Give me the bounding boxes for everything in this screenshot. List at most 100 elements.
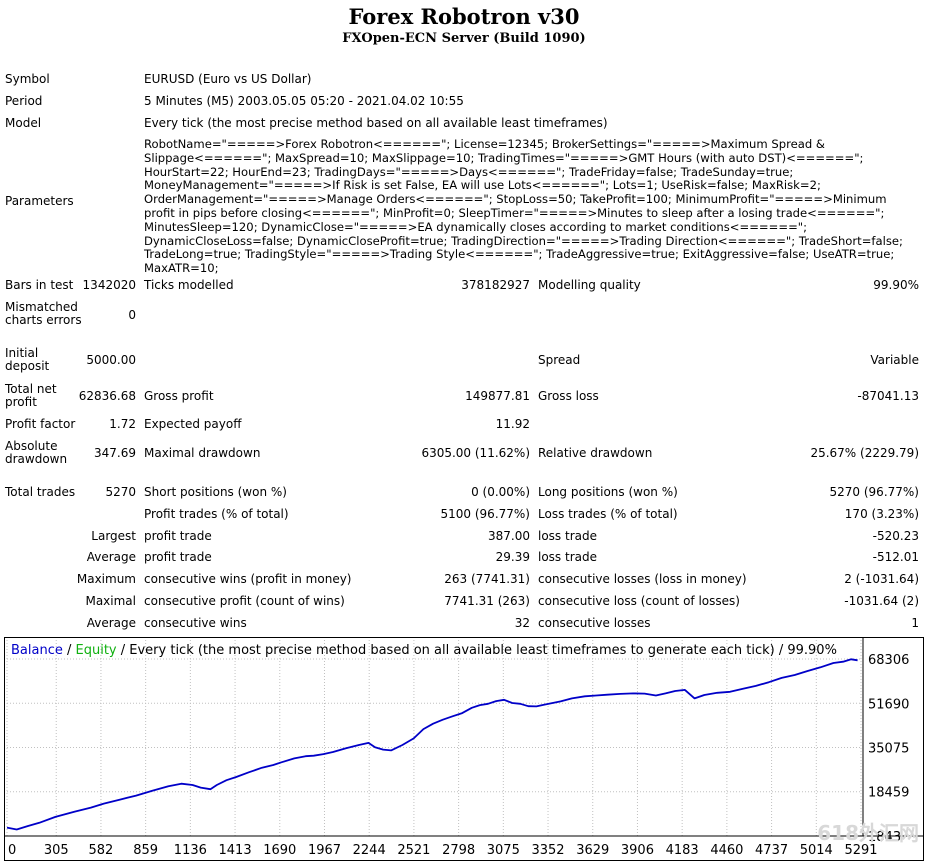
largest-label: Largest (91, 529, 136, 543)
deposit-label: Initial deposit (5, 346, 50, 373)
y-tick-label: 1843 (868, 830, 901, 845)
x-tick-label: 0 (8, 843, 16, 858)
quality-label: Modelling quality (538, 278, 641, 292)
payoff-value: 11.92 (495, 417, 530, 431)
quality-value: 99.90% (873, 278, 919, 292)
lt-label: Loss trades (% of total) (538, 507, 678, 521)
x-tick-label: 1967 (308, 843, 341, 858)
avg-losses-label: consecutive losses (538, 616, 651, 630)
pt-value: 5100 (96.77%) (440, 507, 530, 521)
trades-value: 5270 (105, 485, 136, 499)
legend-sep: / (62, 643, 76, 658)
maxdd-label: Maximal drawdown (144, 446, 261, 460)
maximal-loss-label: consecutive loss (count of losses) (538, 594, 740, 608)
reldd-label: Relative drawdown (538, 446, 653, 460)
pf-value: 1.72 (109, 417, 136, 431)
largest-profit-value: 387.00 (488, 529, 530, 543)
long-value: 5270 (96.77%) (829, 485, 919, 499)
maximum-label: Maximum (76, 572, 136, 586)
maxdd-value: 6305.00 (11.62%) (421, 446, 530, 460)
largest-loss-value: -520.23 (872, 529, 919, 543)
max-losses-value: 2 (-1031.64) (844, 572, 919, 586)
short-label: Short positions (won %) (144, 485, 287, 499)
x-tick-label: 3075 (487, 843, 520, 858)
x-tick-label: 4737 (755, 843, 788, 858)
x-tick-label: 4183 (666, 843, 699, 858)
avg-losses-value: 1 (911, 616, 919, 630)
legend-balance: Balance (11, 643, 63, 658)
maximal-loss-value: -1031.64 (2) (844, 594, 919, 608)
parameters-value: RobotName="=====>Forex Robotron<======";… (144, 137, 903, 276)
max-losses-label: consecutive losses (loss in money) (538, 572, 747, 586)
x-tick-label: 305 (44, 843, 69, 858)
reldd-value: 25.67% (2229.79) (810, 446, 919, 460)
avg-consecutive-label: Average (86, 616, 136, 630)
largest-profit-label: profit trade (144, 529, 212, 543)
x-tick-label: 1136 (174, 843, 207, 858)
spread-value: Variable (870, 353, 919, 367)
avg-wins-label: consecutive wins (144, 616, 247, 630)
ticks-value: 378182927 (461, 278, 530, 292)
mismatch-label: Mismatched charts errors (5, 300, 82, 327)
x-tick-label: 4460 (710, 843, 743, 858)
netprofit-value: 62836.68 (78, 389, 136, 403)
trades-label: Total trades (5, 485, 76, 499)
absdd-label: Absolute drawdown (5, 439, 68, 466)
report-subtitle: FXOpen-ECN Server (Build 1090) (342, 31, 586, 46)
bars-label: Bars in test (5, 278, 74, 292)
symbol-label: Symbol (5, 72, 50, 86)
deposit-value: 5000.00 (86, 353, 136, 367)
y-tick-label: 35075 (868, 741, 909, 756)
x-tick-label: 859 (133, 843, 158, 858)
grossprofit-value: 149877.81 (465, 389, 530, 403)
grossloss-label: Gross loss (538, 389, 599, 403)
legend-rest: / Every tick (the most precise method ba… (116, 643, 837, 658)
x-tick-label: 2521 (397, 843, 430, 858)
x-tick-label: 1413 (219, 843, 252, 858)
model-label: Model (5, 116, 42, 130)
grossprofit-label: Gross profit (144, 389, 214, 403)
period-value: 5 Minutes (M5) 2003.05.05 05:20 - 2021.0… (144, 94, 464, 108)
pf-label: Profit factor (5, 417, 76, 431)
average-loss-value: -512.01 (872, 550, 919, 564)
maximal-label: Maximal (85, 594, 136, 608)
x-tick-label: 3352 (531, 843, 564, 858)
bars-value: 1342020 (82, 278, 136, 292)
x-tick-label: 5291 (844, 843, 877, 858)
y-tick-label: 51690 (868, 697, 909, 712)
ticks-label: Ticks modelled (144, 278, 234, 292)
largest-loss-label: loss trade (538, 529, 597, 543)
model-value: Every tick (the most precise method base… (144, 116, 608, 130)
long-label: Long positions (won %) (538, 485, 678, 499)
x-tick-label: 2244 (353, 843, 386, 858)
avg-wins-value: 32 (514, 616, 530, 630)
x-tick-label: 3629 (576, 843, 609, 858)
short-value: 0 (0.00%) (471, 485, 530, 499)
maximal-profit-value: 7741.31 (263) (444, 594, 530, 608)
lt-value: 170 (3.23%) (844, 507, 919, 521)
x-tick-label: 582 (89, 843, 114, 858)
chart-svg: 0 305 582 859 1136 1413 1690 1967 2244 2521 2798 30… (5, 638, 923, 858)
chart-legend: Balance / Equity / Every tick (the most … (11, 643, 837, 658)
average-label: Average (86, 550, 136, 564)
max-wins-value: 263 (7741.31) (444, 572, 530, 586)
pt-label: Profit trades (% of total) (144, 507, 289, 521)
netprofit-label: Total net profit (5, 382, 57, 409)
x-tick-label: 1690 (263, 843, 296, 858)
average-profit-value: 29.39 (495, 550, 530, 564)
mismatch-value: 0 (128, 308, 136, 322)
grossloss-value: -87041.13 (857, 389, 919, 403)
average-profit-label: profit trade (144, 550, 212, 564)
report-title: Forex Robotron v30 (348, 4, 580, 29)
absdd-value: 347.69 (94, 446, 136, 460)
payoff-label: Expected payoff (144, 417, 242, 431)
max-wins-label: consecutive wins (profit in money) (144, 572, 352, 586)
x-tick-label: 3906 (621, 843, 654, 858)
y-tick-label: 68306 (868, 653, 909, 668)
parameters-label: Parameters (5, 194, 74, 208)
maximal-profit-label: consecutive profit (count of wins) (144, 594, 345, 608)
spread-label: Spread (538, 353, 581, 367)
watermark: 618外汇网 (817, 821, 919, 845)
symbol-value: EURUSD (Euro vs US Dollar) (144, 72, 312, 86)
legend-equity: Equity (75, 643, 117, 658)
